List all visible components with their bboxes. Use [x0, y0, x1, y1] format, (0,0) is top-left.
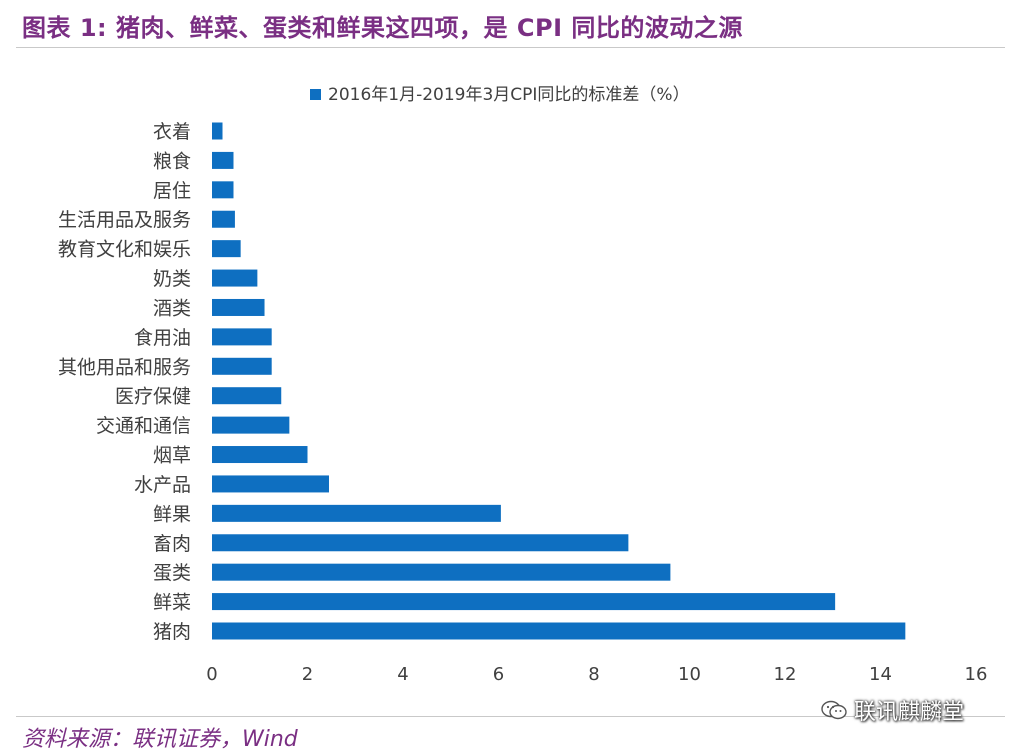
bar	[212, 210, 235, 228]
category-label: 生活用品及服务	[58, 209, 191, 231]
x-tick-label: 8	[588, 664, 599, 685]
category-label: 奶类	[153, 268, 191, 290]
bar	[212, 504, 501, 522]
legend: 2016年1月-2019年3月CPI同比的标准差（%）	[310, 85, 690, 105]
source-note: 资料来源：联讯证券，Wind	[22, 727, 298, 752]
x-tick-label: 12	[774, 664, 797, 685]
x-tick-label: 4	[397, 664, 408, 685]
legend-label: 2016年1月-2019年3月CPI同比的标准差（%）	[328, 85, 690, 105]
watermark: 联讯麒麟堂	[820, 694, 964, 726]
category-labels: 衣着粮食居住生活用品及服务教育文化和娱乐奶类酒类食用油其他用品和服务医疗保健交通…	[58, 121, 191, 643]
bar	[212, 298, 265, 316]
bar	[212, 622, 906, 640]
x-axis-tick-labels: 0 2 4 6 8 10 12 14 16	[206, 664, 987, 685]
bar	[212, 446, 308, 464]
wechat-icon	[821, 700, 847, 720]
category-label: 酒类	[153, 297, 191, 319]
x-tick-label: 16	[965, 664, 988, 685]
category-label: 粮食	[153, 150, 191, 172]
bars-group	[212, 122, 906, 640]
category-label: 水产品	[134, 474, 191, 496]
category-label: 烟草	[153, 445, 191, 467]
category-label: 食用油	[134, 327, 191, 349]
category-label: 衣着	[153, 121, 191, 143]
chart-title: 图表 1: 猪肉、鲜菜、蛋类和鲜果这四项，是 CPI 同比的波动之源	[22, 14, 743, 42]
category-label: 畜肉	[153, 533, 191, 555]
title-divider	[16, 47, 1005, 48]
x-tick-label: 0	[206, 664, 217, 685]
bar	[212, 534, 629, 552]
x-tick-label: 6	[493, 664, 504, 685]
category-label: 蛋类	[153, 562, 191, 584]
bar	[212, 416, 290, 434]
legend-swatch	[310, 89, 321, 100]
bar	[212, 181, 234, 199]
category-label: 交通和通信	[96, 415, 191, 437]
bar	[212, 122, 223, 140]
bar	[212, 387, 282, 405]
category-label: 鲜果	[153, 503, 191, 525]
x-tick-label: 2	[302, 664, 313, 685]
bar	[212, 240, 241, 258]
category-label: 医疗保健	[115, 386, 191, 408]
watermark-text: 联讯麒麟堂	[854, 700, 965, 725]
bar	[212, 475, 329, 493]
bar	[212, 269, 258, 287]
category-label: 教育文化和娱乐	[58, 239, 191, 261]
bar	[212, 151, 234, 169]
footer-divider	[16, 716, 1005, 717]
category-label: 猪肉	[153, 621, 191, 643]
bar	[212, 328, 272, 346]
bar	[212, 593, 836, 611]
bar	[212, 563, 671, 581]
x-tick-label: 14	[869, 664, 892, 685]
bar	[212, 357, 272, 375]
x-tick-label: 10	[678, 664, 701, 685]
category-label: 鲜菜	[153, 592, 191, 614]
category-label: 居住	[153, 180, 191, 202]
category-label: 其他用品和服务	[58, 356, 191, 378]
